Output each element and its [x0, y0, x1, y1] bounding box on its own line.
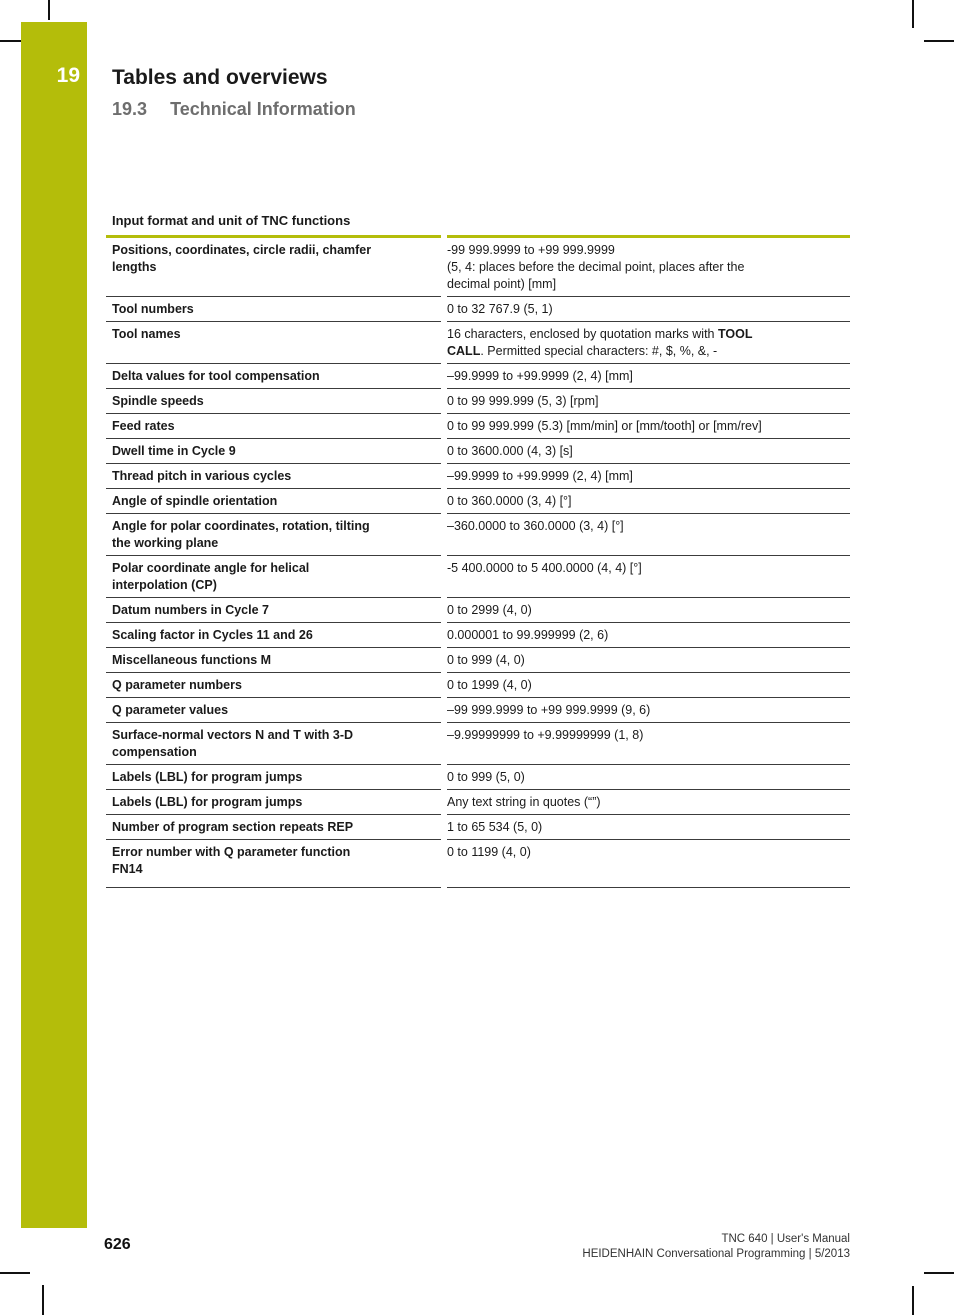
row-value: 0 to 999 (4, 0) — [447, 648, 850, 673]
spec-table: Input format and unit of TNC functions P… — [106, 208, 850, 888]
crop-mark — [0, 40, 22, 42]
row-label: Tool numbers — [106, 297, 441, 322]
row-value: –99 999.9999 to +99 999.9999 (9, 6) — [447, 698, 850, 723]
row-value: 0 to 99 999.999 (5, 3) [rpm] — [447, 389, 850, 414]
row-label: Number of program section repeats REP — [106, 815, 441, 840]
row-value: –360.0000 to 360.0000 (3, 4) [°] — [447, 514, 850, 556]
row-label: Angle for polar coordinates, rotation, t… — [106, 514, 441, 556]
row-label: Scaling factor in Cycles 11 and 26 — [106, 623, 441, 648]
table-header-row: Input format and unit of TNC functions — [106, 208, 850, 238]
row-value: -5 400.0000 to 5 400.0000 (4, 4) [°] — [447, 556, 850, 598]
table-row: Delta values for tool compensation –99.9… — [106, 364, 850, 389]
table-row: Error number with Q parameter function F… — [106, 840, 850, 888]
row-label: Polar coordinate angle for helical inter… — [106, 556, 441, 598]
row-value: 0 to 2999 (4, 0) — [447, 598, 850, 623]
row-label: Surface-normal vectors N and T with 3-D … — [106, 723, 441, 765]
table-row: Positions, coordinates, circle radii, ch… — [106, 238, 850, 297]
table-row: Labels (LBL) for program jumps 0 to 999 … — [106, 765, 850, 790]
table-row: Polar coordinate angle for helical inter… — [106, 556, 850, 598]
section-title: 19.3 Technical Information — [112, 99, 356, 120]
row-value: –9.99999999 to +9.99999999 (1, 8) — [447, 723, 850, 765]
crop-mark — [912, 0, 914, 28]
row-label: Positions, coordinates, circle radii, ch… — [106, 238, 441, 297]
row-label: Q parameter values — [106, 698, 441, 723]
row-value: –99.9999 to +99.9999 (2, 4) [mm] — [447, 464, 850, 489]
crop-mark — [48, 0, 50, 20]
row-label: Spindle speeds — [106, 389, 441, 414]
chapter-sidebar: 19 — [21, 22, 87, 1228]
footer-line2: HEIDENHAIN Conversational Programming | … — [582, 1248, 850, 1260]
row-label: Error number with Q parameter function F… — [106, 840, 441, 888]
table-row: Feed rates 0 to 99 999.999 (5.3) [mm/min… — [106, 414, 850, 439]
table-row: Angle of spindle orientation 0 to 360.00… — [106, 489, 850, 514]
row-value: 1 to 65 534 (5, 0) — [447, 815, 850, 840]
table-row: Scaling factor in Cycles 11 and 26 0.000… — [106, 623, 850, 648]
row-value: 0 to 32 767.9 (5, 1) — [447, 297, 850, 322]
row-value: -99 999.9999 to +99 999.9999 (5, 4: plac… — [447, 238, 850, 297]
row-label: Dwell time in Cycle 9 — [106, 439, 441, 464]
table-row: Thread pitch in various cycles –99.9999 … — [106, 464, 850, 489]
table-row: Dwell time in Cycle 9 0 to 3600.000 (4, … — [106, 439, 850, 464]
table-row: Surface-normal vectors N and T with 3-D … — [106, 723, 850, 765]
table-row: Number of program section repeats REP 1 … — [106, 815, 850, 840]
table-header-title: Input format and unit of TNC functions — [106, 208, 441, 238]
row-value: 0 to 999 (5, 0) — [447, 765, 850, 790]
crop-mark — [924, 1272, 954, 1274]
table-row: Spindle speeds 0 to 99 999.999 (5, 3) [r… — [106, 389, 850, 414]
row-value: 0 to 360.0000 (3, 4) [°] — [447, 489, 850, 514]
row-value: Any text string in quotes (“”) — [447, 790, 850, 815]
crop-mark — [924, 40, 954, 42]
row-label: Thread pitch in various cycles — [106, 464, 441, 489]
page-number: 626 — [104, 1236, 131, 1253]
row-value: 0.000001 to 99.999999 (2, 6) — [447, 623, 850, 648]
table-row: Tool numbers 0 to 32 767.9 (5, 1) — [106, 297, 850, 322]
row-label: Angle of spindle orientation — [106, 489, 441, 514]
table-row: Tool names 16 characters, enclosed by qu… — [106, 322, 850, 364]
section-number: 19.3 — [112, 99, 148, 119]
crop-mark — [42, 1285, 44, 1315]
table-row: Miscellaneous functions M 0 to 999 (4, 0… — [106, 648, 850, 673]
row-value: 16 characters, enclosed by quotation mar… — [447, 322, 850, 364]
row-label: Tool names — [106, 322, 441, 364]
crop-mark — [0, 1272, 30, 1274]
section-name: Technical Information — [170, 99, 356, 119]
footer-info: TNC 640 | User's Manual HEIDENHAIN Conve… — [582, 1232, 850, 1262]
row-label: Datum numbers in Cycle 7 — [106, 598, 441, 623]
table-body: Positions, coordinates, circle radii, ch… — [106, 238, 850, 888]
row-value: 0 to 3600.000 (4, 3) [s] — [447, 439, 850, 464]
row-value: 0 to 1199 (4, 0) — [447, 840, 850, 888]
row-label: Labels (LBL) for program jumps — [106, 790, 441, 815]
row-label: Miscellaneous functions M — [106, 648, 441, 673]
page-title: Tables and overviews — [112, 66, 328, 89]
table-row: Q parameter numbers 0 to 1999 (4, 0) — [106, 673, 850, 698]
table-header-spacer — [447, 208, 850, 238]
footer-line1: TNC 640 | User's Manual — [721, 1233, 850, 1245]
row-label: Labels (LBL) for program jumps — [106, 765, 441, 790]
row-label: Feed rates — [106, 414, 441, 439]
row-value: 0 to 99 999.999 (5.3) [mm/min] or [mm/to… — [447, 414, 850, 439]
table-row: Angle for polar coordinates, rotation, t… — [106, 514, 850, 556]
chapter-number: 19 — [56, 64, 80, 87]
row-value: –99.9999 to +99.9999 (2, 4) [mm] — [447, 364, 850, 389]
table-row: Q parameter values –99 999.9999 to +99 9… — [106, 698, 850, 723]
table-row: Labels (LBL) for program jumps Any text … — [106, 790, 850, 815]
row-label: Q parameter numbers — [106, 673, 441, 698]
crop-mark — [912, 1286, 914, 1315]
row-label: Delta values for tool compensation — [106, 364, 441, 389]
row-value: 0 to 1999 (4, 0) — [447, 673, 850, 698]
table-row: Datum numbers in Cycle 7 0 to 2999 (4, 0… — [106, 598, 850, 623]
